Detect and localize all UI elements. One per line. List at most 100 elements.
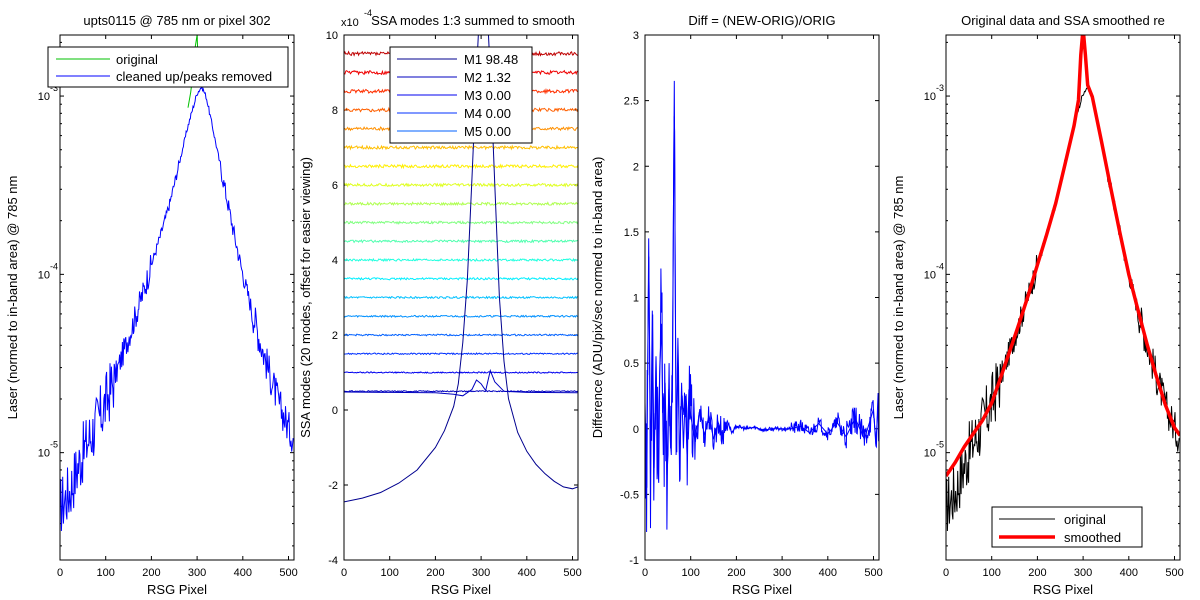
mode-line [344, 257, 578, 263]
x-tick-label: 500 [279, 567, 297, 579]
series-smoothed [946, 35, 1180, 477]
mode-line [344, 352, 578, 356]
plot-frame [59, 34, 295, 561]
series-diff-peaks [645, 80, 879, 488]
y-axis-label: Difference (ADU/pix/sec normed to in-ban… [590, 157, 605, 439]
legend: M1 98.48 M2 1.32 M3 0.00 M4 0.00 M5 0.00 [389, 46, 533, 144]
y-multiplier: x10 [341, 17, 359, 29]
series-diff [645, 116, 879, 533]
y-tick-label: -1 [629, 555, 639, 567]
x-axis-label: RSG Pixel [431, 582, 491, 597]
series-mode-1 [344, 35, 578, 503]
mode-line [344, 144, 578, 151]
plot-frame [644, 34, 880, 561]
legend-label: cleaned up/peaks removed [116, 69, 272, 84]
y-tick-label: -0.5 [620, 489, 639, 501]
x-tick-label: 400 [518, 567, 536, 579]
legend-box [47, 46, 289, 88]
y-tick-label: -2 [328, 480, 338, 492]
series-mode-2 [344, 368, 578, 397]
y-tick-label: 6 [332, 180, 338, 192]
mode-line [344, 389, 578, 393]
x-tick-label: 200 [727, 567, 745, 579]
legend-label: M5 0.00 [464, 124, 511, 139]
chart-title: Diff = (NEW-ORIG)/ORIG [688, 13, 835, 28]
y-tick-exponent: -5 [50, 440, 58, 450]
legend-label: smoothed [1064, 530, 1121, 545]
legend-label: original [1064, 512, 1106, 527]
series-cleaned [60, 84, 294, 532]
plot-frame [945, 34, 1181, 561]
mode-line [344, 295, 578, 300]
x-tick-label: 400 [1120, 567, 1138, 579]
mode-line [344, 276, 578, 281]
y-tick-label: 0 [332, 405, 338, 417]
y-tick-label: 10 [38, 91, 50, 103]
y-tick-exponent: -4 [50, 261, 58, 271]
x-tick-label: 0 [642, 567, 648, 579]
y-tick-label: 10 [924, 91, 936, 103]
x-axis-label: RSG Pixel [147, 582, 207, 597]
y-tick-label: 10 [326, 30, 338, 42]
y-tick-label: 2 [332, 330, 338, 342]
y-tick-label: 0.5 [624, 358, 639, 370]
x-tick-label: 300 [1074, 567, 1092, 579]
y-axis-label: Laser (normed to in-band area) @ 785 nm [5, 176, 20, 420]
x-tick-label: 300 [472, 567, 490, 579]
mode-line [344, 201, 578, 207]
x-tick-label: 200 [142, 567, 160, 579]
chart-panel-2: 0 100 200 300 400 500 -4 -2 0 2 4 6 8 10 RSG Pixel SSA … [298, 8, 582, 597]
x-axis-label: RSG Pixel [732, 582, 792, 597]
legend-label: M3 0.00 [464, 88, 511, 103]
plot-area [946, 35, 1180, 532]
mode-line [344, 238, 578, 244]
y-tick-label: 8 [332, 105, 338, 117]
x-tick-label: 500 [864, 567, 882, 579]
y-tick-label: 0 [633, 424, 639, 436]
x-tick-label: 100 [97, 567, 115, 579]
legend-label: M1 98.48 [464, 52, 518, 67]
y-tick-label: 10 [924, 269, 936, 281]
legend-label: M4 0.00 [464, 106, 511, 121]
chart-title: Original data and SSA smoothed re [961, 13, 1165, 28]
y-tick-label: 2.5 [624, 96, 639, 108]
y-tick-label: 1 [633, 293, 639, 305]
y-tick-label: 10 [38, 269, 50, 281]
x-tick-label: 100 [682, 567, 700, 579]
plot-frame [343, 34, 579, 561]
y-multiplier-exponent: -4 [364, 8, 372, 18]
x-tick-label: 300 [773, 567, 791, 579]
legend-label: M2 1.32 [464, 70, 511, 85]
y-tick-label: 10 [924, 448, 936, 460]
legend: original cleaned up/peaks removed [47, 46, 289, 88]
plot-area [645, 80, 879, 533]
y-tick-label: 3 [633, 30, 639, 42]
plot-background [60, 35, 294, 560]
y-tick-exponent: -3 [936, 83, 944, 93]
chart-panel-3: 0 100 200 300 400 500 -1 -0.5 0 0.5 1 1.5 2 2.5 3 RSG P… [590, 13, 883, 597]
y-tick-label: 10 [38, 448, 50, 460]
chart-title: upts0115 @ 785 nm or pixel 302 [83, 13, 270, 28]
x-axis-label: RSG Pixel [1033, 582, 1093, 597]
y-tick-label: 2 [633, 161, 639, 173]
legend-label: original [116, 52, 158, 67]
y-tick-label: 4 [332, 255, 338, 267]
x-tick-label: 0 [341, 567, 347, 579]
y-tick-exponent: -5 [936, 440, 944, 450]
x-tick-label: 400 [234, 567, 252, 579]
x-tick-label: 400 [819, 567, 837, 579]
mode-line [344, 333, 578, 337]
x-tick-label: 0 [943, 567, 949, 579]
x-tick-label: 200 [1028, 567, 1046, 579]
x-tick-label: 100 [381, 567, 399, 579]
x-tick-label: 100 [983, 567, 1001, 579]
mode-line [344, 220, 578, 225]
plot-background [946, 35, 1180, 560]
y-axis-label: SSA modes (20 modes, offset for easier v… [298, 157, 313, 438]
y-axis-label: Laser (normed to in-band area) @ 785 nm [891, 176, 906, 420]
mode-line [344, 182, 578, 188]
mode-line [344, 314, 578, 319]
